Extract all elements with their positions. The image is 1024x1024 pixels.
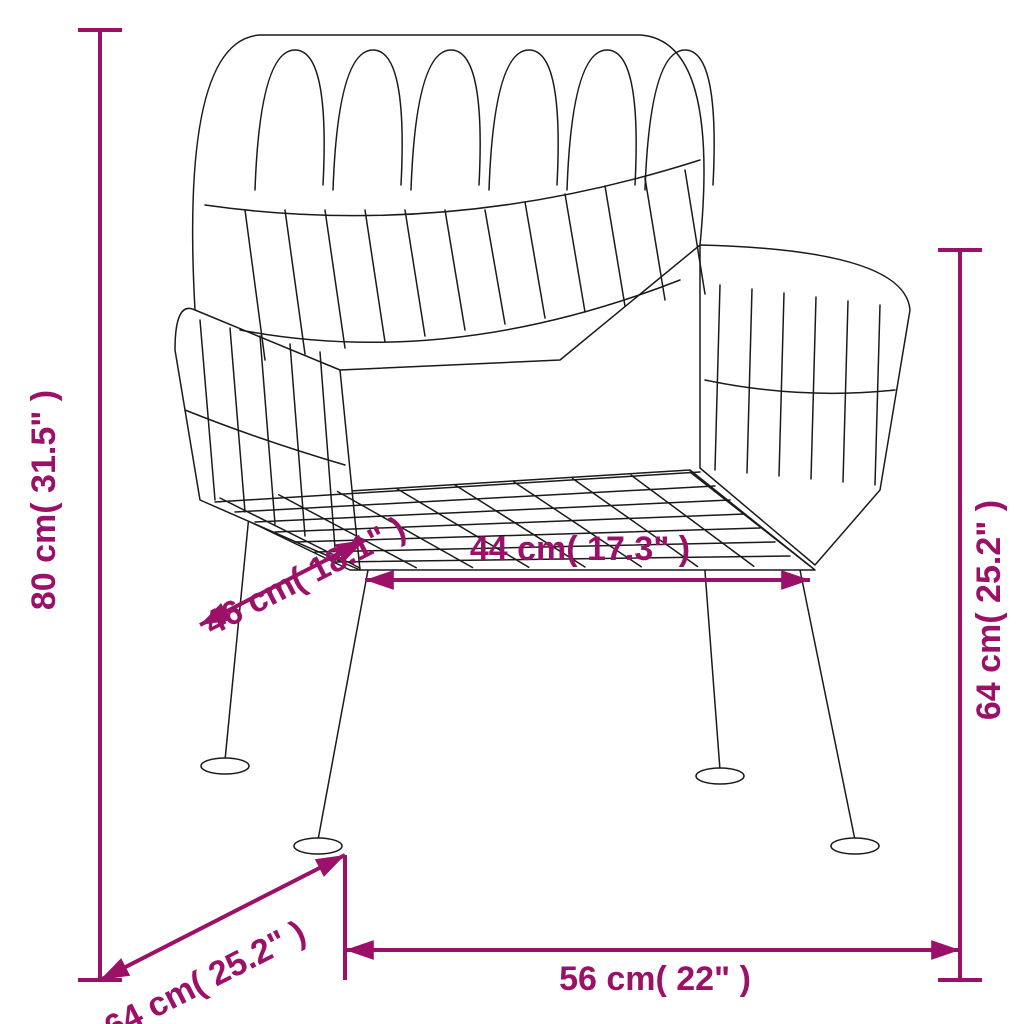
dim-label-overall_width: 56 cm( 22" ) [559,960,751,998]
chair-illustration [175,35,910,854]
dim-label-overall_depth: 64 cm( 25.2" ) [98,913,311,1024]
dim-label-arm_height: 64 cm( 25.2" ) [970,500,1008,720]
dim-label-seat_width: 44 cm( 17.3" ) [470,530,690,568]
dim-label-total_height: 80 cm( 31.5" ) [25,390,63,610]
